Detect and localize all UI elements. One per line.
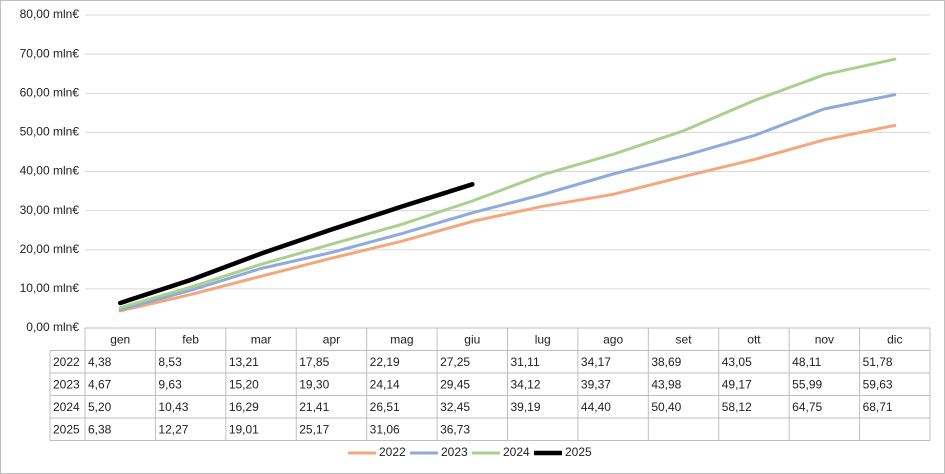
table-cell: 21,41 — [299, 400, 329, 414]
table-cell: 49,17 — [722, 377, 752, 391]
table-cell: 24,14 — [370, 377, 400, 391]
series-line — [118, 93, 897, 312]
series-line — [117, 182, 475, 306]
table-cell: 19,30 — [299, 377, 329, 391]
table-cell: 55,99 — [792, 377, 822, 391]
x-tick-label: gen — [110, 332, 130, 346]
table-cell: 34,17 — [581, 355, 611, 369]
legend-label: 2025 — [565, 445, 592, 459]
table-cell: 31,11 — [511, 355, 540, 369]
table-row-label: 2025 — [53, 422, 80, 436]
table-row-label: 2024 — [53, 400, 80, 414]
table-row-label: 2023 — [53, 377, 80, 391]
table-cell: 10,43 — [158, 400, 188, 414]
legend-label: 2024 — [503, 445, 530, 459]
table-cell: 4,67 — [88, 377, 112, 391]
x-tick-label: ago — [603, 332, 623, 346]
table-cell: 15,20 — [229, 377, 259, 391]
y-tick-label: 10,00 mln€ — [20, 281, 80, 295]
y-tick-label: 40,00 mln€ — [20, 164, 80, 178]
table-cell: 9,63 — [158, 377, 182, 391]
table-cell: 17,85 — [299, 355, 329, 369]
table-cell: 51,78 — [863, 355, 893, 369]
y-tick-label: 20,00 mln€ — [20, 242, 80, 256]
x-tick-label: feb — [182, 332, 199, 346]
table-cell: 13,21 — [229, 355, 259, 369]
x-tick-label: ott — [747, 332, 761, 346]
table-cell: 12,27 — [158, 422, 188, 436]
x-tick-label: set — [676, 332, 693, 346]
table-cell: 31,06 — [370, 422, 400, 436]
table-cell: 29,45 — [440, 377, 470, 391]
y-tick-label: 0,00 mln€ — [26, 320, 79, 334]
table-cell: 64,75 — [792, 400, 822, 414]
table-cell: 59,63 — [863, 377, 893, 391]
table-cell: 48,11 — [792, 355, 821, 369]
table-cell: 44,40 — [581, 400, 611, 414]
table-cell: 26,51 — [370, 400, 400, 414]
table-cell: 68,71 — [863, 400, 893, 414]
x-tick-label: mag — [390, 332, 413, 346]
series-line — [118, 123, 897, 313]
table-cell: 8,53 — [158, 355, 182, 369]
table-cell: 43,98 — [651, 377, 681, 391]
table-cell: 43,05 — [722, 355, 752, 369]
y-tick-label: 30,00 mln€ — [20, 203, 80, 217]
table-cell: 32,45 — [440, 400, 470, 414]
table-cell: 36,73 — [440, 422, 470, 436]
table-cell: 38,69 — [651, 355, 681, 369]
table-cell: 39,19 — [511, 400, 541, 414]
table-cell: 25,17 — [299, 422, 329, 436]
x-tick-label: giu — [464, 332, 480, 346]
table-cell: 34,12 — [511, 377, 541, 391]
table-cell: 39,37 — [581, 377, 611, 391]
y-tick-label: 70,00 mln€ — [20, 46, 80, 60]
x-tick-label: nov — [815, 332, 834, 346]
table-cell: 6,38 — [88, 422, 112, 436]
table-cell: 4,38 — [88, 355, 112, 369]
legend-label: 2022 — [379, 445, 406, 459]
table-cell: 5,20 — [88, 400, 112, 414]
table-cell: 19,01 — [229, 422, 259, 436]
table-row-label: 2022 — [53, 355, 80, 369]
y-tick-label: 80,00 mln€ — [20, 7, 80, 21]
x-tick-label: mar — [251, 332, 272, 346]
x-tick-label: lug — [535, 332, 551, 346]
y-tick-label: 50,00 mln€ — [20, 125, 80, 139]
table-cell: 27,25 — [440, 355, 470, 369]
table-cell: 22,19 — [370, 355, 400, 369]
y-tick-label: 60,00 mln€ — [20, 85, 80, 99]
table-cell: 16,29 — [229, 400, 259, 414]
x-tick-label: dic — [887, 332, 902, 346]
legend-label: 2023 — [441, 445, 468, 459]
table-cell: 58,12 — [722, 400, 752, 414]
series-line — [118, 57, 897, 310]
table-cell: 50,40 — [651, 400, 681, 414]
x-tick-label: apr — [323, 332, 340, 346]
